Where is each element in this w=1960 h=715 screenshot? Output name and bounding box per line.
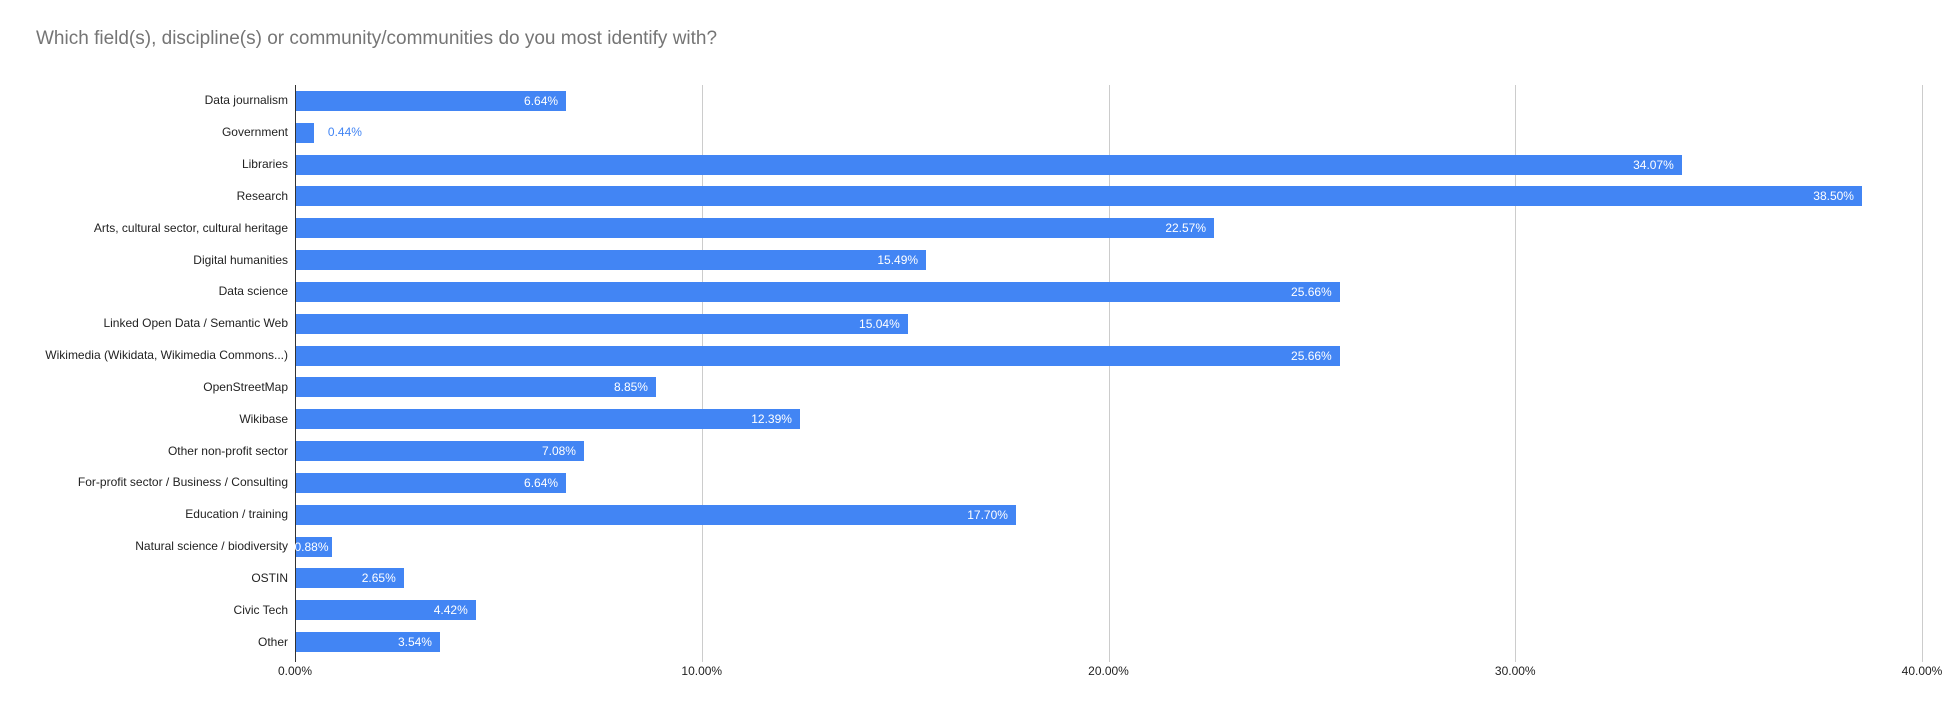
category-label: Education / training — [185, 507, 288, 522]
x-tick-label: 10.00% — [681, 664, 723, 678]
value-label: 22.57% — [1165, 221, 1207, 236]
category-label: Digital humanities — [193, 252, 288, 267]
value-label: 34.07% — [1633, 157, 1674, 172]
value-label: 15.04% — [859, 316, 900, 331]
category-label: Other — [257, 634, 288, 649]
bar[interactable]: 6.64% — [296, 90, 567, 111]
bar[interactable]: 7.08% — [296, 441, 584, 462]
category-label: Other non-profit sector — [167, 443, 288, 458]
gridline — [1108, 85, 1110, 662]
value-label: 25.66% — [1291, 284, 1332, 299]
category-label: Data science — [218, 284, 288, 299]
value-label: 2.65% — [361, 571, 396, 586]
bar[interactable]: 6.64% — [296, 472, 567, 493]
category-label: Wikibase — [239, 411, 288, 426]
bar[interactable]: 15.49% — [296, 250, 927, 271]
category-label: Natural science / biodiversity — [135, 539, 288, 554]
bar[interactable]: 8.85% — [296, 377, 656, 398]
bar[interactable]: 3.54% — [296, 632, 440, 653]
x-tick-label: 20.00% — [1088, 664, 1129, 678]
category-label: Civic Tech — [233, 602, 288, 617]
bar[interactable]: 0.88% — [294, 536, 332, 557]
gridline — [1515, 85, 1517, 662]
category-label: OpenStreetMap — [203, 379, 288, 394]
value-label: 38.50% — [1813, 189, 1854, 204]
bar[interactable]: 25.66% — [296, 281, 1340, 302]
category-label: Government — [221, 125, 288, 140]
category-label: Wikimedia (Wikidata, Wikimedia Commons..… — [45, 348, 288, 363]
gridline — [701, 85, 703, 662]
value-label: 6.64% — [524, 93, 559, 108]
bar[interactable]: 25.66% — [296, 345, 1340, 366]
category-label: Data journalism — [204, 93, 288, 108]
chart-title: Which field(s), discipline(s) or communi… — [36, 28, 718, 49]
bar[interactable]: 12.39% — [296, 409, 800, 430]
value-label: 25.66% — [1291, 348, 1332, 363]
value-label: 17.70% — [967, 507, 1008, 522]
bar[interactable]: 17.70% — [296, 504, 1016, 525]
category-label: For-profit sector / Business / Consultin… — [77, 475, 288, 490]
bar[interactable]: 22.57% — [296, 218, 1215, 239]
value-label: 12.39% — [751, 412, 792, 427]
bar[interactable]: 4.42% — [296, 600, 476, 621]
value-label: 3.54% — [397, 635, 432, 650]
category-label: Linked Open Data / Semantic Web — [103, 316, 288, 331]
value-label: 15.49% — [877, 253, 919, 268]
bar[interactable]: 38.50% — [296, 186, 1862, 207]
category-label: Libraries — [241, 157, 288, 172]
x-tick-label: 30.00% — [1494, 664, 1536, 678]
value-label: 7.08% — [541, 444, 576, 459]
x-tick-label: 0.00% — [277, 664, 313, 678]
value-label: 4.42% — [433, 603, 468, 618]
bar[interactable]: 2.65% — [296, 568, 404, 589]
value-label: 6.64% — [524, 475, 559, 490]
bar[interactable]: 34.07% — [296, 154, 1682, 175]
bar[interactable]: 15.04% — [296, 313, 908, 334]
y-axis-line — [295, 85, 296, 662]
value-label: 0.44% — [327, 125, 362, 140]
category-label: Research — [236, 188, 288, 203]
bar[interactable] — [296, 122, 314, 143]
gridline — [1922, 85, 1923, 662]
value-label: 0.88% — [294, 539, 329, 554]
value-label: 8.85% — [613, 380, 648, 395]
category-label: Arts, cultural sector, cultural heritage — [93, 220, 288, 235]
category-label: OSTIN — [251, 570, 288, 585]
x-tick-label: 40.00% — [1901, 664, 1943, 678]
